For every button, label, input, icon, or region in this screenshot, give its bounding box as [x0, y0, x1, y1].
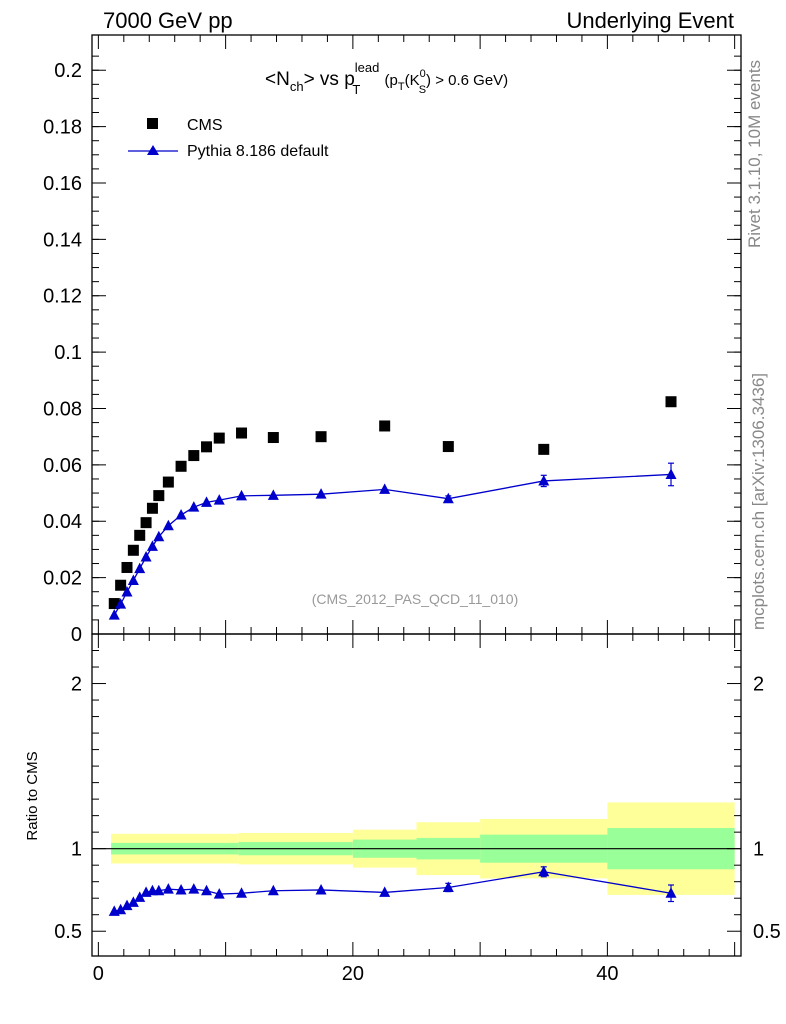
pythia-point-16 [379, 483, 391, 494]
cms-point-4 [134, 529, 146, 541]
cms-point-0 [108, 598, 120, 610]
legend-cms-label: CMS [187, 117, 223, 134]
ratio-point-8 [162, 883, 174, 894]
series-markers [108, 396, 677, 916]
main-ytick-label-6: 0.12 [43, 286, 82, 308]
legend-cms-marker [147, 118, 158, 129]
ratio-ytick-label-right-0: 0.5 [753, 921, 781, 943]
ratio-panel-frame [91, 633, 742, 957]
cms-point-19 [665, 396, 677, 408]
legend-pythia-marker [147, 145, 159, 155]
ratio-ytick-label-right-2: 2 [753, 674, 764, 696]
side-label-mcplots: mcplots.cern.ch [arXiv:1306.3436] [749, 373, 768, 630]
side-label-rivet: Rivet 3.1.10, 10M events [745, 60, 764, 248]
pythia-point-2 [121, 585, 133, 597]
main-ytick-label-0: 0 [71, 624, 82, 646]
cms-point-15 [315, 431, 327, 443]
ratio-point-18 [538, 865, 550, 877]
header-right: Underlying Event [566, 8, 734, 33]
cms-point-9 [175, 460, 187, 472]
cms-point-8 [162, 476, 174, 488]
cms-point-13 [236, 427, 248, 439]
axes: 0 0.02 0.04 0.06 0.08 0.1 0.12 0.14 0.16 0.18 0.2 0… [43, 34, 781, 985]
main-ytick-label-9: 0.18 [43, 117, 82, 139]
ratio-point-17 [442, 881, 454, 892]
cms-point-10 [188, 450, 200, 462]
ratio-ytick-label-right-1: 1 [753, 839, 764, 861]
ratio-point-9 [175, 883, 187, 895]
analysis-label: (CMS_2012_PAS_QCD_11_010) [312, 591, 519, 607]
pythia-point-5 [140, 551, 152, 562]
pythia-point-15 [315, 488, 327, 499]
pythia-point-18 [538, 474, 550, 486]
pythia-point-4 [134, 562, 146, 574]
pythia-point-12 [213, 494, 225, 505]
pythia-point-17 [442, 492, 454, 504]
pythia-point-3 [127, 574, 139, 585]
main-ytick-label-10: 0.2 [54, 60, 82, 82]
pythia-point-0 [108, 609, 120, 620]
header-left: 7000 GeV pp [103, 8, 233, 33]
main-ytick-label-1: 0.02 [43, 568, 82, 590]
ratio-ytick-label-0: 0.5 [54, 921, 82, 943]
cms-point-1 [115, 579, 127, 591]
cms-point-7 [153, 490, 165, 502]
ratio-point-12 [213, 888, 225, 899]
pythia-point-6 [146, 540, 158, 551]
cms-point-18 [538, 443, 550, 455]
pythia-point-10 [188, 501, 200, 512]
ratio-xtick-label-2: 40 [596, 963, 618, 985]
ratio-point-10 [188, 883, 200, 894]
cms-point-6 [146, 502, 158, 514]
ratio-point-7 [153, 884, 165, 896]
pythia-point-13 [236, 489, 248, 501]
ratio-point-14 [267, 884, 279, 896]
pythia-point-11 [201, 496, 213, 507]
main-ytick-label-3: 0.06 [43, 455, 82, 477]
ratio-point-1 [115, 903, 127, 915]
cms-point-17 [442, 441, 454, 453]
cms-point-14 [267, 432, 279, 444]
ratio-ytick-label-2: 2 [71, 674, 82, 696]
ratio-bands [92, 802, 741, 895]
ratio-point-19 [665, 887, 677, 898]
pythia-point-1 [115, 598, 127, 609]
cms-point-12 [213, 432, 225, 444]
cms-point-3 [127, 544, 139, 556]
ratio-xtick-label-1: 20 [342, 963, 364, 985]
main-ytick-label-2: 0.04 [43, 511, 82, 533]
cms-point-2 [121, 561, 133, 573]
ratio-ylabel: Ratio to CMS [24, 751, 41, 840]
ratio-point-3 [127, 896, 139, 907]
pythia-point-19 [665, 468, 677, 479]
legend-pythia-label: Pythia 8.186 default [187, 143, 329, 160]
pythia-point-8 [162, 519, 174, 531]
ratio-point-4 [134, 891, 146, 902]
cms-point-16 [379, 420, 391, 432]
pythia-point-14 [267, 489, 279, 500]
ratio-point-11 [201, 884, 213, 896]
ratio-point-15 [315, 883, 327, 895]
main-ytick-label-7: 0.14 [43, 229, 82, 251]
cms-point-11 [201, 441, 213, 453]
main-ytick-label-5: 0.1 [54, 342, 82, 364]
ratio-ytick-label-1: 1 [71, 839, 82, 861]
ratio-point-2 [121, 899, 133, 911]
pythia-point-7 [153, 530, 165, 542]
ratio-point-13 [236, 887, 248, 898]
ratio-xtick-label-0: 0 [93, 963, 104, 985]
main-ytick-label-8: 0.16 [43, 173, 82, 195]
cms-point-5 [140, 517, 152, 529]
ratio-point-16 [379, 886, 391, 897]
main-ytick-label-4: 0.08 [43, 398, 82, 420]
pythia-point-9 [175, 509, 187, 520]
main-title: <Nch> vs plead T (pT(K0 S) > 0.6 GeV) [265, 60, 508, 97]
